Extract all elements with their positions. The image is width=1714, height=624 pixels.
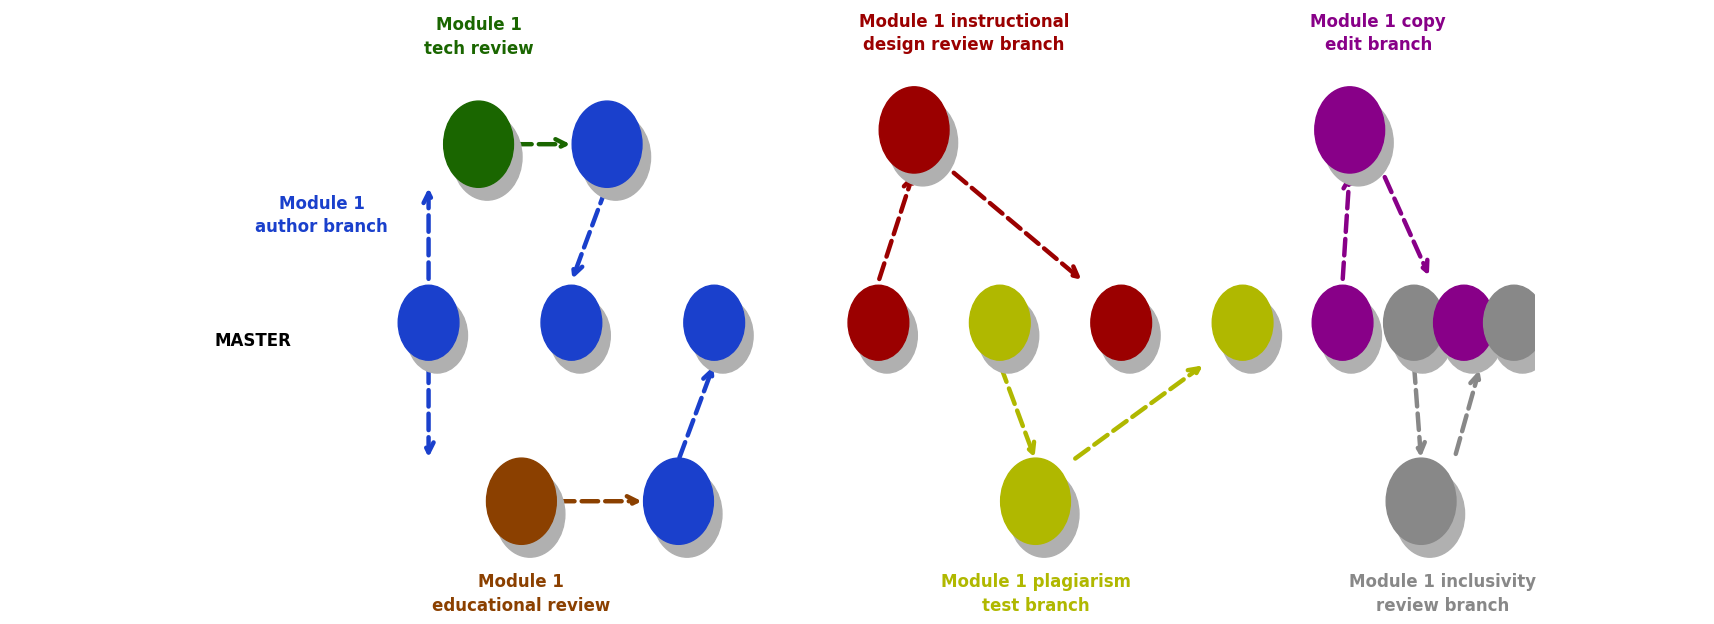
Ellipse shape xyxy=(1315,87,1385,173)
Ellipse shape xyxy=(487,458,557,544)
Ellipse shape xyxy=(452,114,523,200)
Text: Module 1
tech review: Module 1 tech review xyxy=(423,16,533,58)
Text: MASTER: MASTER xyxy=(214,331,291,349)
Text: Module 1 plagiarism
test branch: Module 1 plagiarism test branch xyxy=(941,573,1131,615)
Ellipse shape xyxy=(1010,471,1080,557)
Ellipse shape xyxy=(398,285,459,360)
Ellipse shape xyxy=(1099,298,1160,373)
Ellipse shape xyxy=(572,101,643,187)
Ellipse shape xyxy=(970,285,1030,360)
Ellipse shape xyxy=(857,298,917,373)
Ellipse shape xyxy=(1001,458,1071,544)
Text: Module 1 instructional
design review branch: Module 1 instructional design review bra… xyxy=(859,12,1070,54)
Ellipse shape xyxy=(692,298,752,373)
Text: Module 1 copy
edit branch: Module 1 copy edit branch xyxy=(1311,12,1447,54)
Ellipse shape xyxy=(1441,298,1503,373)
Ellipse shape xyxy=(1321,298,1381,373)
Ellipse shape xyxy=(542,285,602,360)
Ellipse shape xyxy=(888,100,958,186)
Ellipse shape xyxy=(1433,285,1495,360)
Ellipse shape xyxy=(848,285,908,360)
Ellipse shape xyxy=(1387,458,1455,544)
Ellipse shape xyxy=(1212,285,1274,360)
Text: Module 1 inclusivity
review branch: Module 1 inclusivity review branch xyxy=(1349,573,1536,615)
Ellipse shape xyxy=(1220,298,1282,373)
Text: Module 1
educational review: Module 1 educational review xyxy=(432,573,610,615)
Ellipse shape xyxy=(581,114,651,200)
Ellipse shape xyxy=(684,285,744,360)
Ellipse shape xyxy=(406,298,468,373)
Ellipse shape xyxy=(1323,100,1393,186)
Ellipse shape xyxy=(1383,285,1445,360)
Ellipse shape xyxy=(550,298,610,373)
Ellipse shape xyxy=(1392,298,1453,373)
Ellipse shape xyxy=(1395,471,1464,557)
Ellipse shape xyxy=(1090,285,1152,360)
Ellipse shape xyxy=(495,471,566,557)
Ellipse shape xyxy=(1493,298,1553,373)
Ellipse shape xyxy=(643,458,713,544)
Ellipse shape xyxy=(444,101,514,187)
Ellipse shape xyxy=(879,87,950,173)
Ellipse shape xyxy=(1313,285,1373,360)
Text: Module 1
author branch: Module 1 author branch xyxy=(255,195,387,236)
Ellipse shape xyxy=(1484,285,1544,360)
Ellipse shape xyxy=(651,471,722,557)
Ellipse shape xyxy=(979,298,1039,373)
